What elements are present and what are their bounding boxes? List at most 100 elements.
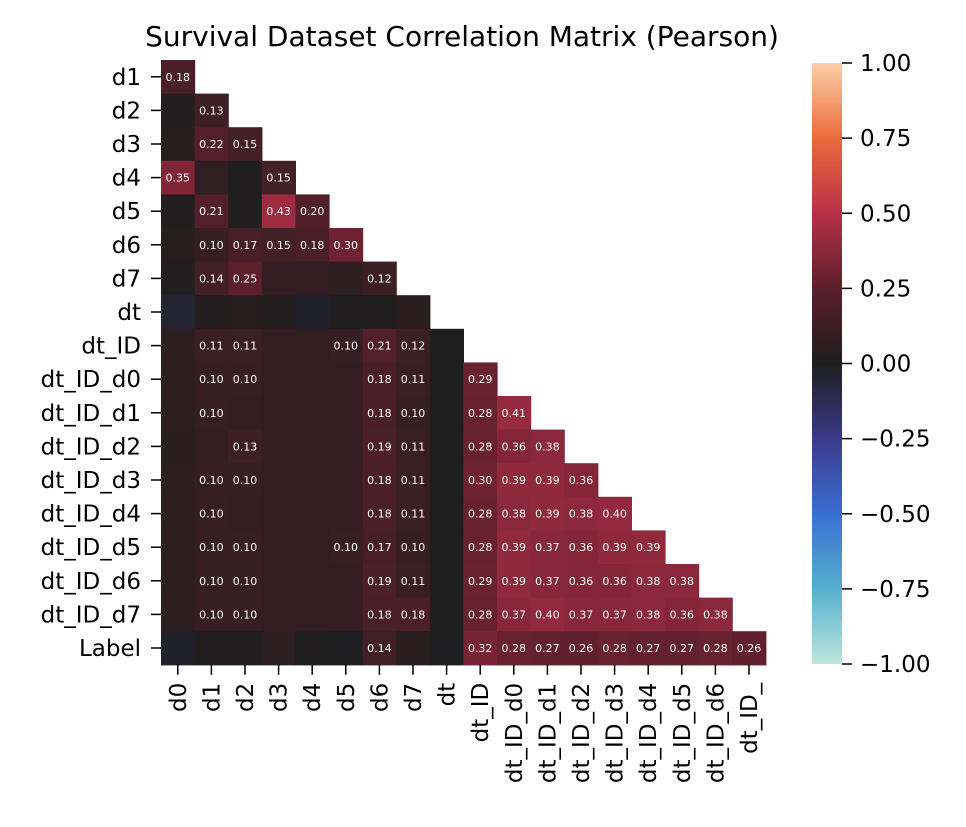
heatmap-cell [261,328,296,363]
cell-value-label: 0.10 [199,407,224,420]
y-tick-label: Label [79,636,141,662]
cell-value-label: 0.28 [468,407,493,420]
cell-value-label: 0.25 [233,272,258,285]
cell-value-label: 0.13 [233,440,258,453]
heatmap-cell [261,362,296,397]
cell-value-label: 0.37 [502,608,527,621]
heatmap-cell [161,127,196,162]
heatmap-cell [429,463,464,498]
cell-value-label: 0.38 [535,440,560,453]
heatmap-cell [161,261,196,296]
heatmap-cell [194,362,229,397]
heatmap-cell [564,631,599,666]
heatmap-cell [228,127,263,162]
cell-value-label: 0.19 [367,575,392,588]
heatmap-cell [497,429,532,464]
heatmap-cell [161,328,196,363]
cell-value-label: 0.18 [401,608,426,621]
cell-value-label: 0.14 [367,642,392,655]
heatmap-cell [161,631,196,666]
heatmap-cell [463,396,498,431]
heatmap-cell [194,496,229,531]
heatmap-cell [295,396,330,431]
heatmap-cell [261,564,296,599]
heatmap-cell [194,160,229,195]
y-tick-label: d5 [112,199,141,225]
heatmap-cell [396,328,431,363]
heatmap-cell [161,362,196,397]
cell-value-label: 0.39 [535,474,560,487]
cell-value-label: 0.30 [334,239,359,252]
cell-value-label: 0.36 [569,474,594,487]
heatmap-cell [194,93,229,128]
cell-value-label: 0.11 [401,508,426,521]
heatmap-cells: 0.18 0.13 0.22 0.15 0.35 0.15 0.21 0.43 0.20 0.10… [161,60,767,666]
heatmap-cell [362,295,397,330]
heatmap-cell [228,564,263,599]
x-tick-label: dt_ID_d3 [603,683,629,783]
cell-value-label: 0.18 [367,407,392,420]
heatmap-cell [161,295,196,330]
heatmap-cell [396,429,431,464]
colorbar-tick-label: −0.25 [860,427,930,453]
heatmap-cell [396,631,431,666]
cell-value-label: 0.27 [636,642,661,655]
cell-value-label: 0.40 [602,508,627,521]
cell-value-label: 0.29 [468,373,493,386]
heatmap-cell [228,228,263,263]
y-tick-label: dt_ID_d7 [41,602,141,628]
cell-value-label: 0.28 [602,642,627,655]
heatmap-cell [530,496,565,531]
heatmap-cell [362,396,397,431]
heatmap-cell [396,530,431,565]
heatmap-cell [530,463,565,498]
heatmap-cell [228,396,263,431]
cell-value-label: 0.37 [535,541,560,554]
heatmap-cell [429,362,464,397]
heatmap-cell [194,127,229,162]
heatmap-cell [194,564,229,599]
heatmap-cell [665,597,700,632]
heatmap-cell [161,496,196,531]
cell-value-label: 0.11 [233,340,258,353]
heatmap-cell [194,597,229,632]
heatmap-cell [295,564,330,599]
colorbar-tick-label: −0.75 [860,577,930,603]
cell-value-label: 0.11 [199,340,224,353]
heatmap-cell [631,597,666,632]
cell-value-label: 0.10 [401,541,426,554]
cell-value-label: 0.18 [367,608,392,621]
cell-value-label: 0.28 [468,541,493,554]
heatmap-cell [530,530,565,565]
heatmap-cell [295,362,330,397]
heatmap-cell [497,463,532,498]
cell-value-label: 0.38 [636,608,661,621]
x-tick-label: d7 [401,683,427,712]
cell-value-label: 0.10 [199,541,224,554]
heatmap-cell [261,463,296,498]
heatmap-cell [463,530,498,565]
cell-value-label: 0.29 [468,575,493,588]
cell-value-label: 0.36 [569,541,594,554]
heatmap-cell [597,631,632,666]
colorbar-tick-label: −1.00 [860,652,930,678]
cell-value-label: 0.28 [502,642,527,655]
heatmap-cell [194,463,229,498]
heatmap-cell [228,295,263,330]
heatmap-cell [463,362,498,397]
cell-value-label: 0.12 [401,340,426,353]
cell-value-label: 0.27 [535,642,560,655]
x-tick-label: d4 [300,683,326,712]
heatmap-cell [329,597,364,632]
heatmap-cell [631,631,666,666]
cell-value-label: 0.10 [334,541,359,554]
heatmap-cell [161,396,196,431]
heatmap-cell [497,631,532,666]
heatmap-cell [295,597,330,632]
heatmap-cell [228,463,263,498]
cell-value-label: 0.15 [266,172,291,185]
x-tick-label: dt_ID_d5 [670,683,696,783]
heatmap-cell [631,530,666,565]
y-tick-label: d4 [112,166,141,192]
cell-value-label: 0.39 [502,575,527,588]
